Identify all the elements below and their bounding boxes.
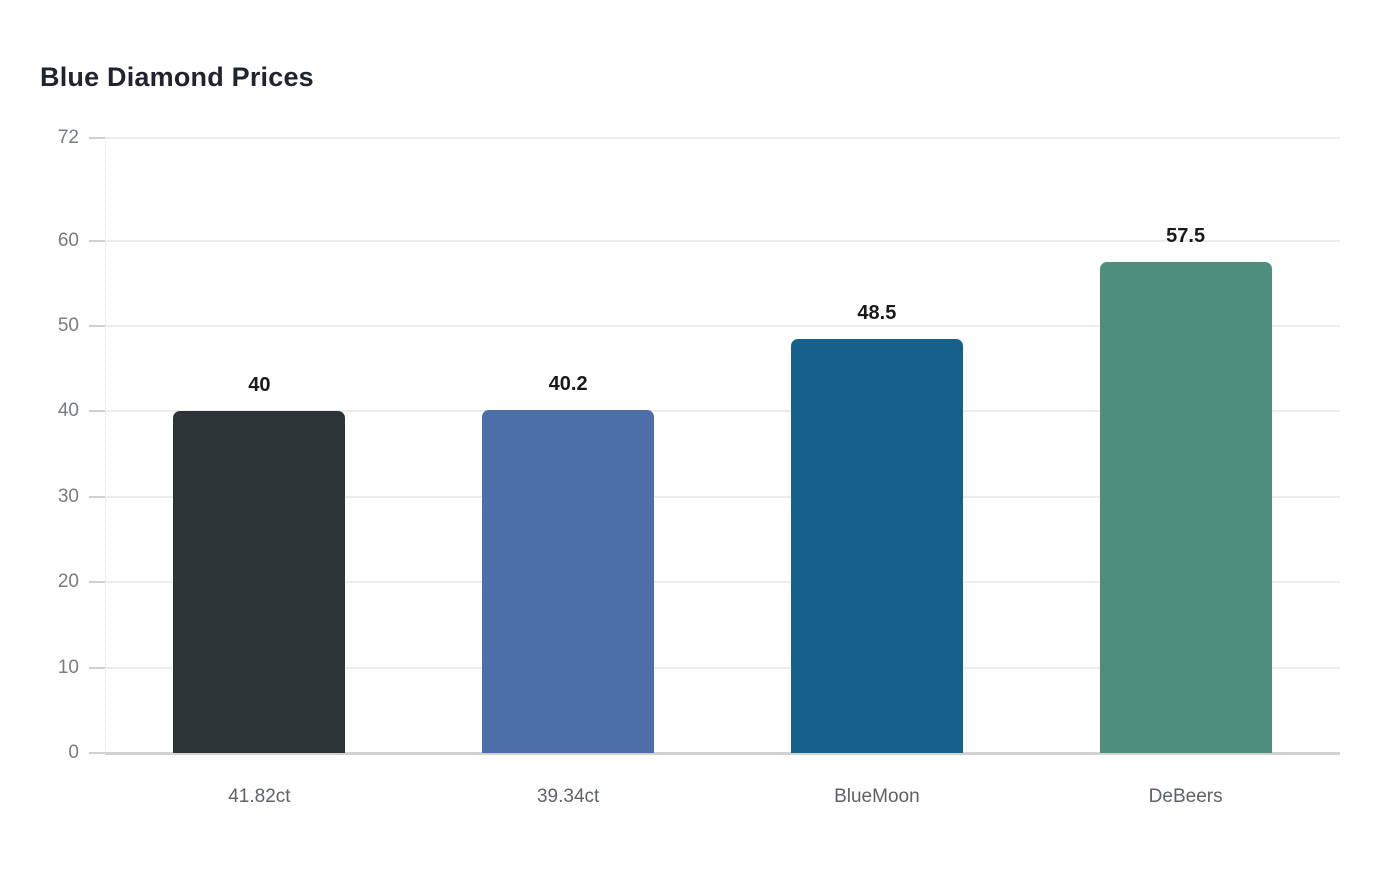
bar-39.34ct[interactable]: [482, 409, 655, 753]
gridline: [105, 239, 1340, 242]
x-category-label: BlueMoon: [834, 786, 920, 807]
gridline: [105, 495, 1340, 498]
gridline: [105, 137, 1340, 139]
y-tick-label: 40: [57, 400, 79, 422]
gridline: [105, 666, 1340, 669]
y-axis-tick-mark: [89, 137, 105, 139]
y-axis-split-line: [105, 138, 106, 753]
bar-value-label: 40: [248, 374, 271, 397]
y-axis-tick-mark: [89, 752, 105, 754]
bar-41.82ct[interactable]: [173, 411, 346, 753]
x-axis-baseline: [105, 752, 1340, 755]
gridline: [105, 581, 1340, 584]
y-tick-label: 50: [57, 314, 79, 336]
bar-value-label: 48.5: [857, 301, 897, 324]
y-tick-label: 30: [57, 485, 79, 507]
gridline: [105, 410, 1340, 413]
bar-BlueMoon[interactable]: [790, 338, 963, 753]
plot-area: 0 10 20 30 40 50 60 72 40 41.82ct 40.2 39.34ct 48.5 B…: [58, 127, 1340, 807]
x-category-label: 39.34ct: [536, 786, 600, 807]
bar-value-label: 40.2: [548, 372, 588, 395]
bar-value-label: 57.5: [1166, 224, 1206, 247]
y-tick-label: 20: [57, 571, 79, 593]
y-tick-label: 60: [57, 229, 79, 251]
chart-title: Blue Diamond Prices: [40, 62, 314, 92]
y-axis-tick-mark: [89, 324, 105, 327]
y-tick-label: 10: [57, 656, 79, 678]
x-category-label: DeBeers: [1148, 786, 1223, 807]
y-axis-tick-mark: [89, 239, 105, 242]
y-axis-tick-mark: [89, 410, 105, 413]
y-tick-label: 0: [68, 742, 79, 763]
y-axis-tick-mark: [89, 666, 105, 669]
y-axis-tick-mark: [89, 495, 105, 498]
x-category-label: 41.82ct: [228, 786, 291, 807]
y-axis-tick-mark: [89, 581, 105, 584]
gridline: [105, 324, 1340, 327]
y-tick-label: 72: [57, 127, 79, 148]
bar-DeBeers[interactable]: [1099, 261, 1272, 753]
